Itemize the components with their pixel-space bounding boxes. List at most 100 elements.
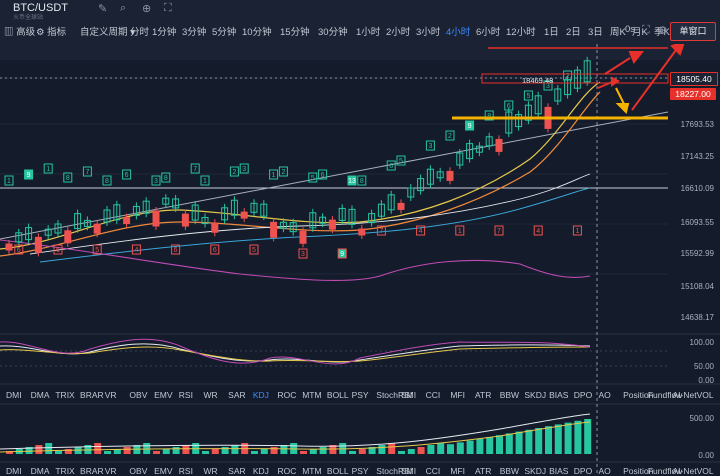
timeframe-tab[interactable]: 2日	[566, 27, 581, 38]
timeframe-tab[interactable]: 分时	[130, 27, 150, 38]
indicator-tab[interactable]: Fundflow	[647, 466, 683, 476]
single-window-button[interactable]: 单窗口	[670, 22, 716, 41]
chart-canvas[interactable]: 1691687586438671623512356913876543219876…	[0, 44, 720, 476]
indicator-tab[interactable]: OBV	[129, 466, 148, 476]
high-button[interactable]: ▥ 高级	[4, 27, 36, 38]
custom-period-dropdown[interactable]: 自定义周期 ▾	[80, 27, 135, 38]
indicator-tab[interactable]: SMI	[400, 466, 417, 476]
indicator-tab[interactable]: TRIX	[55, 390, 75, 400]
timeframe-tab[interactable]: 1小时	[356, 27, 381, 38]
indicator-tab[interactable]: SKDJ	[524, 466, 547, 476]
indicator-tab[interactable]: StochRSI	[376, 466, 413, 476]
indicator-tab[interactable]: BIAS	[549, 390, 569, 400]
timeframe-tab[interactable]: 5分钟	[212, 27, 237, 38]
sequence-marker-box	[445, 130, 455, 141]
indicator-tab[interactable]: ROC	[277, 466, 297, 476]
indicator-tab[interactable]: RSI	[178, 466, 193, 476]
indicator-tab[interactable]: VR	[104, 466, 117, 476]
indicator-tab[interactable]: SKDJ	[524, 390, 547, 400]
timeframe-tab[interactable]: 6小时	[476, 27, 501, 38]
indicator-tab[interactable]: SAR	[228, 390, 246, 400]
compare-icon[interactable]: ⊕	[142, 3, 152, 15]
indicator-tab[interactable]: AI-NetVOL	[672, 390, 714, 400]
indicator-tab[interactable]: OBV	[129, 390, 148, 400]
indicator-tab[interactable]: CCI	[425, 390, 441, 400]
indicator-tab[interactable]: Position	[623, 466, 654, 476]
timeframe-tab[interactable]: 15分钟	[280, 27, 310, 38]
indicator-tab[interactable]: Position	[623, 390, 654, 400]
y-axis-label: 17143.25	[680, 152, 714, 161]
indicator-tab[interactable]: BBW	[499, 390, 520, 400]
timeframe-tab[interactable]: 季K	[654, 27, 670, 38]
indicator-tab[interactable]: KDJ	[252, 390, 269, 400]
indicator-tab[interactable]: AO	[598, 390, 611, 400]
timeframe-tab[interactable]: 30分钟	[318, 27, 348, 38]
indicator-tab[interactable]: MFI	[450, 390, 465, 400]
timeframe-tab[interactable]: 4小时	[446, 27, 471, 38]
indicator-tab[interactable]: WR	[203, 390, 218, 400]
sequence-marker: 5	[252, 247, 256, 254]
timeframe-tab[interactable]: 3小时	[416, 27, 441, 38]
indicator-tab[interactable]: StochRSI	[376, 390, 413, 400]
indicator-tab[interactable]: DMA	[30, 466, 50, 476]
indicator-tab[interactable]: BRAR	[80, 466, 104, 476]
indicator-tab[interactable]: RSI	[178, 390, 193, 400]
indicator-tab[interactable]: VR	[104, 390, 117, 400]
indicator-tab[interactable]: DMI	[6, 390, 22, 400]
indicator-tab[interactable]: Fundflow	[647, 390, 683, 400]
indicator-tab[interactable]: PSY	[351, 390, 369, 400]
indicator-tab[interactable]: BRAR	[80, 390, 104, 400]
indicator-tab[interactable]: BBW	[499, 466, 520, 476]
volume-bar	[584, 419, 592, 454]
settings-icon[interactable]: ⚙	[658, 25, 668, 37]
expand-icon[interactable]: ⛶	[642, 24, 650, 36]
sequence-marker-box	[4, 175, 14, 186]
sequence-marker-box	[24, 169, 34, 180]
indicator-tab[interactable]: DMI	[6, 466, 22, 476]
indicator-tab[interactable]: MFI	[450, 466, 465, 476]
sequence-marker-box	[53, 244, 63, 255]
indicator-tab[interactable]: BIAS	[549, 466, 569, 476]
indicator-tab[interactable]: BOLL	[326, 466, 349, 476]
timeframe-tab[interactable]: 10分钟	[242, 27, 272, 38]
indicator-tab[interactable]: DPO	[573, 390, 593, 400]
indicator-button[interactable]: ⚙ 指标	[36, 27, 67, 38]
indicator-tab[interactable]: ROC	[277, 390, 297, 400]
chart-icon: ▥	[4, 27, 14, 38]
timeframe-tab[interactable]: 1日	[544, 27, 559, 38]
indicator-tab[interactable]: KDJ	[252, 466, 269, 476]
indicator-tab[interactable]: EMV	[154, 466, 173, 476]
kdj-k-line	[0, 343, 591, 363]
timeframe-tab[interactable]: 周K	[610, 27, 626, 38]
timeframe-tab[interactable]: 3分钟	[182, 27, 207, 38]
indicator-tab[interactable]: EMV	[154, 390, 173, 400]
indicator-tab[interactable]: SMI	[400, 390, 417, 400]
indicator-tab[interactable]: TRIX	[55, 466, 75, 476]
indicator-tab[interactable]: AO	[598, 466, 611, 476]
indicator-tab[interactable]: CCI	[425, 466, 441, 476]
sequence-marker: 1	[46, 166, 50, 173]
search-icon[interactable]: ⌕	[120, 2, 127, 14]
indicator-tab[interactable]: ATR	[475, 390, 492, 400]
edit-icon[interactable]: ✎	[98, 3, 108, 15]
indicator-tab[interactable]: DPO	[573, 466, 593, 476]
indicator-tab[interactable]: ATR	[475, 466, 492, 476]
volume-bar	[427, 445, 435, 454]
timeframe-tab[interactable]: 月K	[632, 27, 648, 38]
timeframe-tab[interactable]: 2小时	[386, 27, 411, 38]
indicator-tab[interactable]: SAR	[228, 466, 246, 476]
indicator-tab[interactable]: AI-NetVOL	[672, 466, 714, 476]
indicator-tab[interactable]: PSY	[351, 466, 369, 476]
timeframe-tab[interactable]: 3日	[588, 27, 603, 38]
indicator-tab[interactable]: MTM	[302, 390, 322, 400]
timeframe-tab[interactable]: 1分钟	[152, 27, 177, 38]
indicator-tab[interactable]: BOLL	[326, 390, 349, 400]
fullscreen-icon[interactable]: ⛶	[164, 2, 172, 14]
indicator-tab[interactable]: WR	[203, 466, 218, 476]
indicator-tab[interactable]: MTM	[302, 466, 322, 476]
timeframe-tab[interactable]: 12小时	[506, 27, 536, 38]
sequence-marker-box	[200, 175, 210, 186]
sequence-marker: 7	[379, 228, 383, 235]
seconds-label[interactable]: 0s	[625, 24, 636, 35]
indicator-tab[interactable]: DMA	[30, 390, 50, 400]
